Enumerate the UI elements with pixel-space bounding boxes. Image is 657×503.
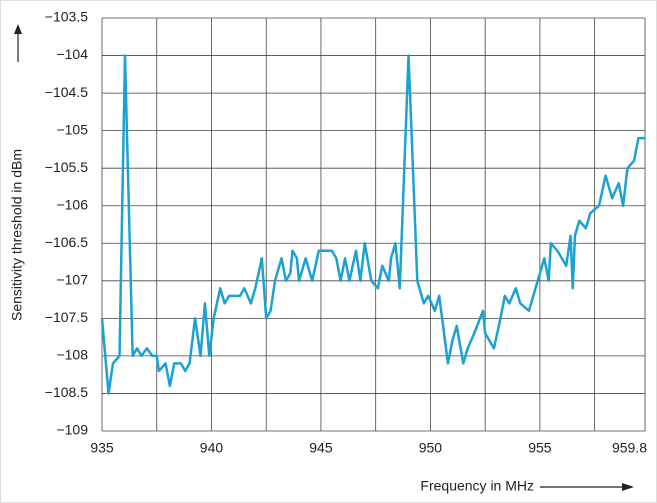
x-tick-label: 959.8: [612, 440, 647, 456]
data-line: [100, 54, 645, 395]
y-tick-label: −106: [56, 196, 88, 212]
x-tick-label: 955: [528, 440, 552, 456]
y-tick-label: −107: [56, 272, 88, 288]
y-tick-label: −105: [56, 121, 88, 137]
x-tick-label: 940: [200, 440, 224, 456]
y-tick-label: −103.5: [45, 9, 88, 25]
y-axis-label: Sensitivity threshold in dBm: [9, 149, 25, 321]
y-tick-label: −105.5: [45, 159, 88, 175]
y-tick-label: −104: [56, 46, 88, 62]
x-axis-label: Frequency in MHz: [420, 478, 534, 494]
x-tick-label: 935: [90, 440, 114, 456]
y-arrow-head: [14, 24, 22, 34]
x-tick-label: 950: [419, 440, 443, 456]
x-tick-label: 945: [309, 440, 333, 456]
y-tick-label: −107.5: [45, 309, 88, 325]
y-tick-label: −109: [56, 422, 88, 438]
y-tick-label: −104.5: [45, 84, 88, 100]
y-tick-label: −108: [56, 347, 88, 363]
x-arrow-head: [622, 483, 634, 491]
y-tick-label: −106.5: [45, 234, 88, 250]
y-tick-label: −108.5: [45, 384, 88, 400]
